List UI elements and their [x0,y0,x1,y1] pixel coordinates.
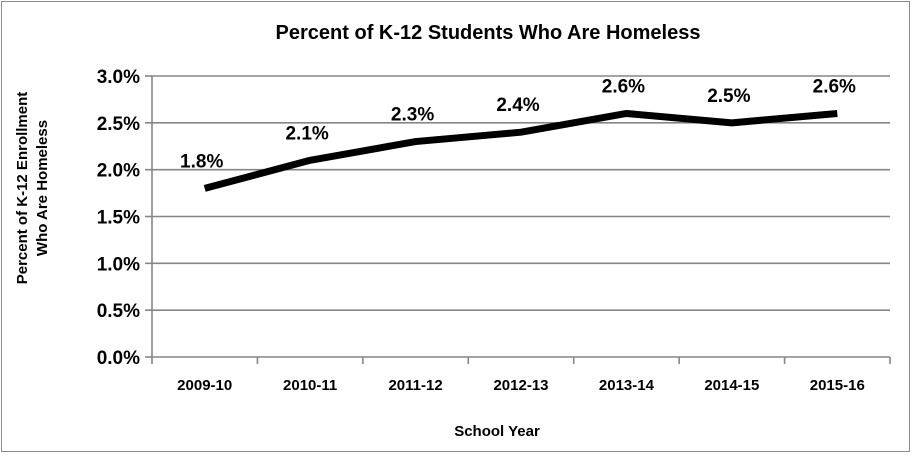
y-tick-label: 1.0% [97,254,140,275]
y-tick-label: 0.5% [97,301,140,322]
y-tick-label: 3.0% [97,67,140,88]
data-label: 1.8% [180,151,223,172]
data-label: 2.6% [602,76,645,97]
data-label: 2.1% [285,123,328,144]
x-tick-label: 2014-15 [704,377,759,394]
y-axis-label-line-2: Who Are Homeless [34,120,51,256]
x-axis-label: School Year [454,423,540,440]
data-label: 2.4% [496,95,539,116]
y-tick-label: 2.0% [97,161,140,182]
data-label: 2.6% [813,76,856,97]
y-tick-label: 0.0% [97,348,140,369]
x-tick-label: 2011-12 [388,377,442,394]
y-axis-label-line-1: Percent of K-12 Enrollment [14,92,31,285]
x-tick-label: 2012-13 [493,377,548,394]
x-tick-labels: 2009-10 2010-11 2011-12 2012-13 2013-14 2014-… [177,377,865,394]
chart-title: Percent of K-12 Students Who Are Homeles… [276,22,701,44]
series-layer [203,109,838,192]
y-tick-labels: 0.0% 0.5% 1.0% 1.5% 2.0% 2.5% 3.0% [97,67,140,369]
x-tick-label: 2015-16 [810,377,865,394]
y-tick-label: 1.5% [97,208,140,229]
x-tick-label: 2010-11 [283,377,337,394]
x-tick-label: 2013-14 [599,377,655,394]
y-axis-label: Percent of K-12 Enrollment Who Are Homel… [14,92,51,285]
x-tick-label: 2009-10 [177,377,232,394]
data-labels: 1.8% 2.1% 2.3% 2.4% 2.6% 2.5% 2.6% [180,76,856,172]
y-tick-label: 2.5% [97,114,140,135]
data-label: 2.5% [707,86,750,107]
data-label: 2.3% [391,105,434,126]
